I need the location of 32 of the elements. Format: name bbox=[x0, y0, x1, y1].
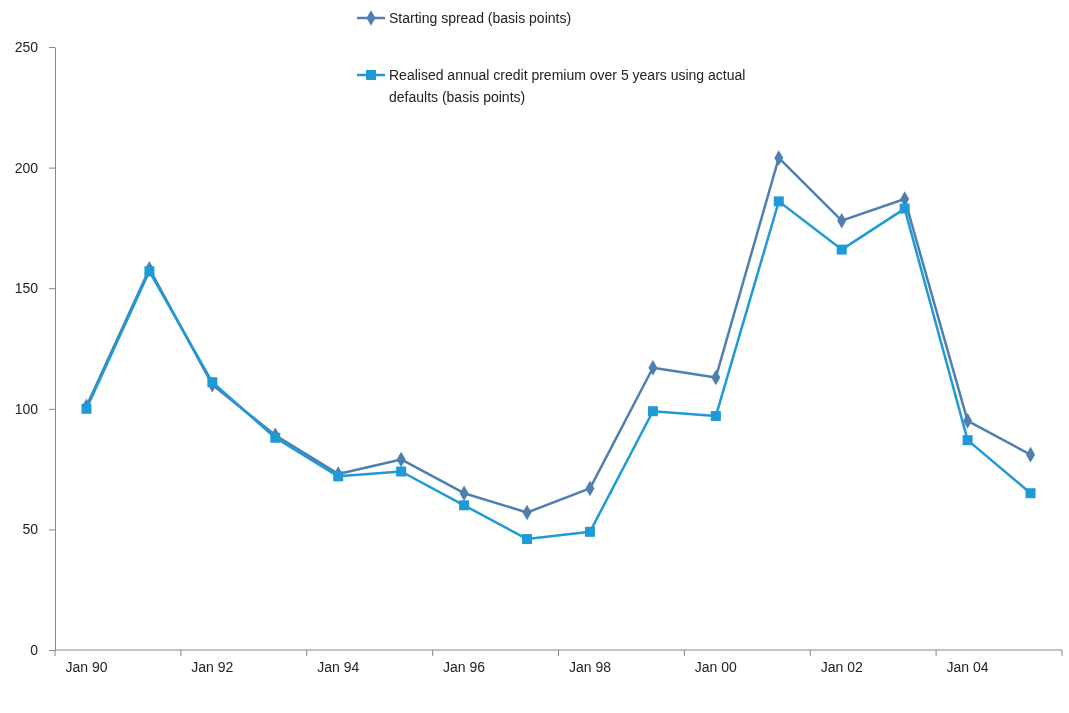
point bbox=[899, 203, 910, 214]
x-tick-label: Jan 90 bbox=[65, 659, 108, 675]
point bbox=[773, 196, 784, 207]
point bbox=[459, 500, 470, 511]
x-tick-label: Jan 92 bbox=[191, 659, 234, 675]
y-tick-label: 100 bbox=[14, 400, 39, 417]
x-tick-label: Jan 02 bbox=[820, 659, 863, 675]
y-tick-label: 200 bbox=[14, 159, 39, 176]
x-tick-label: Jan 04 bbox=[946, 659, 989, 675]
point bbox=[710, 411, 721, 422]
point bbox=[1025, 488, 1036, 499]
point bbox=[396, 466, 407, 477]
y-tick-label: 50 bbox=[22, 521, 39, 538]
point bbox=[962, 435, 973, 446]
y-tick-label: 0 bbox=[30, 641, 39, 658]
point bbox=[333, 471, 344, 482]
y-tick-label: 250 bbox=[14, 38, 39, 55]
x-tick-label: Jan 98 bbox=[568, 659, 612, 675]
legend-label: Realised annual credit premium over 5 years using actual defaults (basis points) bbox=[389, 67, 746, 105]
point bbox=[81, 403, 92, 414]
x-tick-label: Jan 96 bbox=[443, 659, 486, 675]
point bbox=[836, 244, 847, 255]
point bbox=[270, 432, 281, 443]
point bbox=[522, 534, 533, 545]
x-tick-label: Jan 94 bbox=[317, 659, 360, 675]
legend-label: Starting spread (basis points) bbox=[389, 10, 572, 26]
point bbox=[647, 406, 658, 417]
y-tick-label: 150 bbox=[14, 280, 39, 297]
point bbox=[584, 526, 595, 537]
point bbox=[207, 377, 218, 388]
point bbox=[144, 266, 155, 277]
x-tick-label: Jan 00 bbox=[694, 659, 738, 675]
